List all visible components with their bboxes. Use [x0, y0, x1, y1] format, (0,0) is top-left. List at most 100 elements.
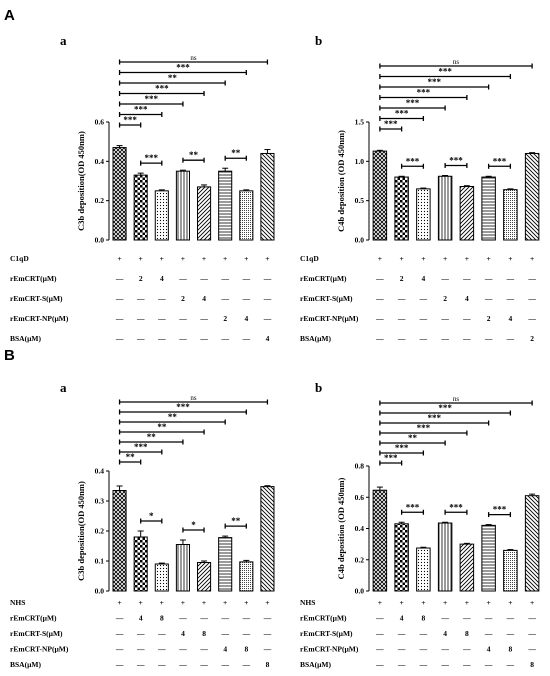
- table-cell: +: [139, 254, 143, 263]
- bar: [524, 152, 540, 241]
- y-axis-label: C3b deposition(OD 450nm): [76, 481, 86, 581]
- significance-label: **: [147, 432, 157, 442]
- table-cell: +: [265, 254, 269, 263]
- table-cell: —: [375, 629, 384, 638]
- table-row-label: C1qD: [300, 254, 319, 263]
- table-row-label: BSA(µM): [10, 334, 41, 343]
- y-tick-label: 0.4: [95, 467, 105, 476]
- significance-label: ***: [395, 109, 409, 119]
- table-row-label: C1qD: [10, 254, 29, 263]
- table-cell: —: [199, 660, 208, 669]
- bar: [459, 543, 475, 592]
- table-cell: —: [178, 314, 187, 323]
- table-cell: —: [157, 334, 166, 343]
- pair-significance-label: ***: [493, 505, 507, 515]
- subplot-letter: a: [60, 33, 67, 48]
- table-cell: +: [421, 598, 425, 607]
- pair-significance-label: ***: [406, 502, 420, 512]
- y-tick-label: 0.1: [95, 557, 105, 566]
- significance-label: **: [168, 73, 178, 83]
- table-cell: —: [484, 660, 493, 669]
- table-cell: +: [486, 598, 490, 607]
- bar: [154, 190, 169, 241]
- table-cell: —: [136, 645, 145, 654]
- table-cell: 8: [530, 660, 534, 669]
- significance-label: **: [408, 433, 418, 443]
- table-cell: —: [115, 274, 124, 283]
- table-cell: +: [202, 254, 206, 263]
- table-cell: +: [530, 598, 534, 607]
- bar: [154, 563, 169, 592]
- table-row-label: rEmCRT-NP(µM): [300, 314, 359, 323]
- table-cell: —: [199, 614, 208, 623]
- table-cell: +: [265, 598, 269, 607]
- bar: [416, 547, 431, 592]
- pair-significance-label: **: [231, 148, 241, 158]
- table-cell: +: [244, 598, 248, 607]
- table-cell: +: [160, 598, 164, 607]
- table-cell: +: [443, 254, 447, 263]
- table-cell: 8: [465, 629, 469, 638]
- table-cell: —: [527, 629, 536, 638]
- y-tick-label: 0.3: [95, 497, 105, 506]
- table-cell: 2: [181, 294, 185, 303]
- bar: [372, 150, 388, 241]
- significance-label: ***: [384, 119, 398, 129]
- table-cell: —: [397, 314, 406, 323]
- table-cell: —: [484, 614, 493, 623]
- table-row-label: rEmCRT-S(µM): [10, 629, 63, 638]
- y-tick-label: 0.2: [355, 555, 365, 564]
- table-cell: —: [375, 660, 384, 669]
- table-cell: +: [378, 598, 382, 607]
- table-cell: —: [506, 274, 515, 283]
- bar: [394, 176, 409, 241]
- table-cell: +: [117, 598, 121, 607]
- table-cell: —: [220, 660, 229, 669]
- bar: [175, 170, 190, 241]
- significance-label: ns: [453, 58, 460, 66]
- table-cell: —: [242, 629, 251, 638]
- significance-label: ns: [190, 394, 197, 402]
- bar: [239, 561, 254, 592]
- y-tick-label: 0.5: [355, 196, 365, 205]
- bar: [112, 147, 127, 241]
- table-cell: —: [157, 645, 166, 654]
- table-cell: +: [421, 254, 425, 263]
- table-cell: —: [220, 334, 229, 343]
- table-cell: —: [419, 660, 428, 669]
- table-cell: —: [484, 294, 493, 303]
- table-cell: —: [462, 645, 471, 654]
- pair-significance-label: ***: [449, 155, 463, 165]
- table-cell: —: [506, 629, 515, 638]
- table-cell: —: [440, 660, 449, 669]
- table-cell: +: [486, 254, 490, 263]
- table-cell: 2: [443, 294, 447, 303]
- table-cell: —: [419, 294, 428, 303]
- table-cell: +: [117, 254, 121, 263]
- table-cell: 2: [487, 314, 491, 323]
- table-cell: 4: [400, 614, 404, 623]
- table-cell: —: [397, 629, 406, 638]
- table-cell: 8: [422, 614, 426, 623]
- panel-Bb: b 0.0 0.2 0.4 0.6 0.8 C4b deposition (OD 450nm…: [300, 380, 540, 669]
- significance-label: **: [126, 452, 136, 462]
- table-row-label: rEmCRT-S(µM): [300, 294, 353, 303]
- table-row-label: BSA(µM): [10, 660, 41, 669]
- table-cell: —: [375, 334, 384, 343]
- table-cell: +: [378, 254, 382, 263]
- table-row-label: NHS: [10, 598, 25, 607]
- bar: [459, 186, 475, 241]
- y-tick-label: 0.6: [95, 118, 105, 127]
- y-axis-label: C3b deposition(OD 450nm): [76, 131, 86, 231]
- table-row-label: rEmCRT(µM): [300, 614, 347, 623]
- table-cell: —: [242, 660, 251, 669]
- table-row-label: rEmCRT-S(µM): [10, 294, 63, 303]
- significance-label: ***: [145, 94, 159, 104]
- table-cell: —: [462, 614, 471, 623]
- significance-label: ***: [428, 413, 442, 423]
- table-cell: —: [440, 274, 449, 283]
- significance-label: ***: [417, 88, 431, 98]
- table-cell: —: [263, 614, 272, 623]
- table-cell: 4: [202, 294, 206, 303]
